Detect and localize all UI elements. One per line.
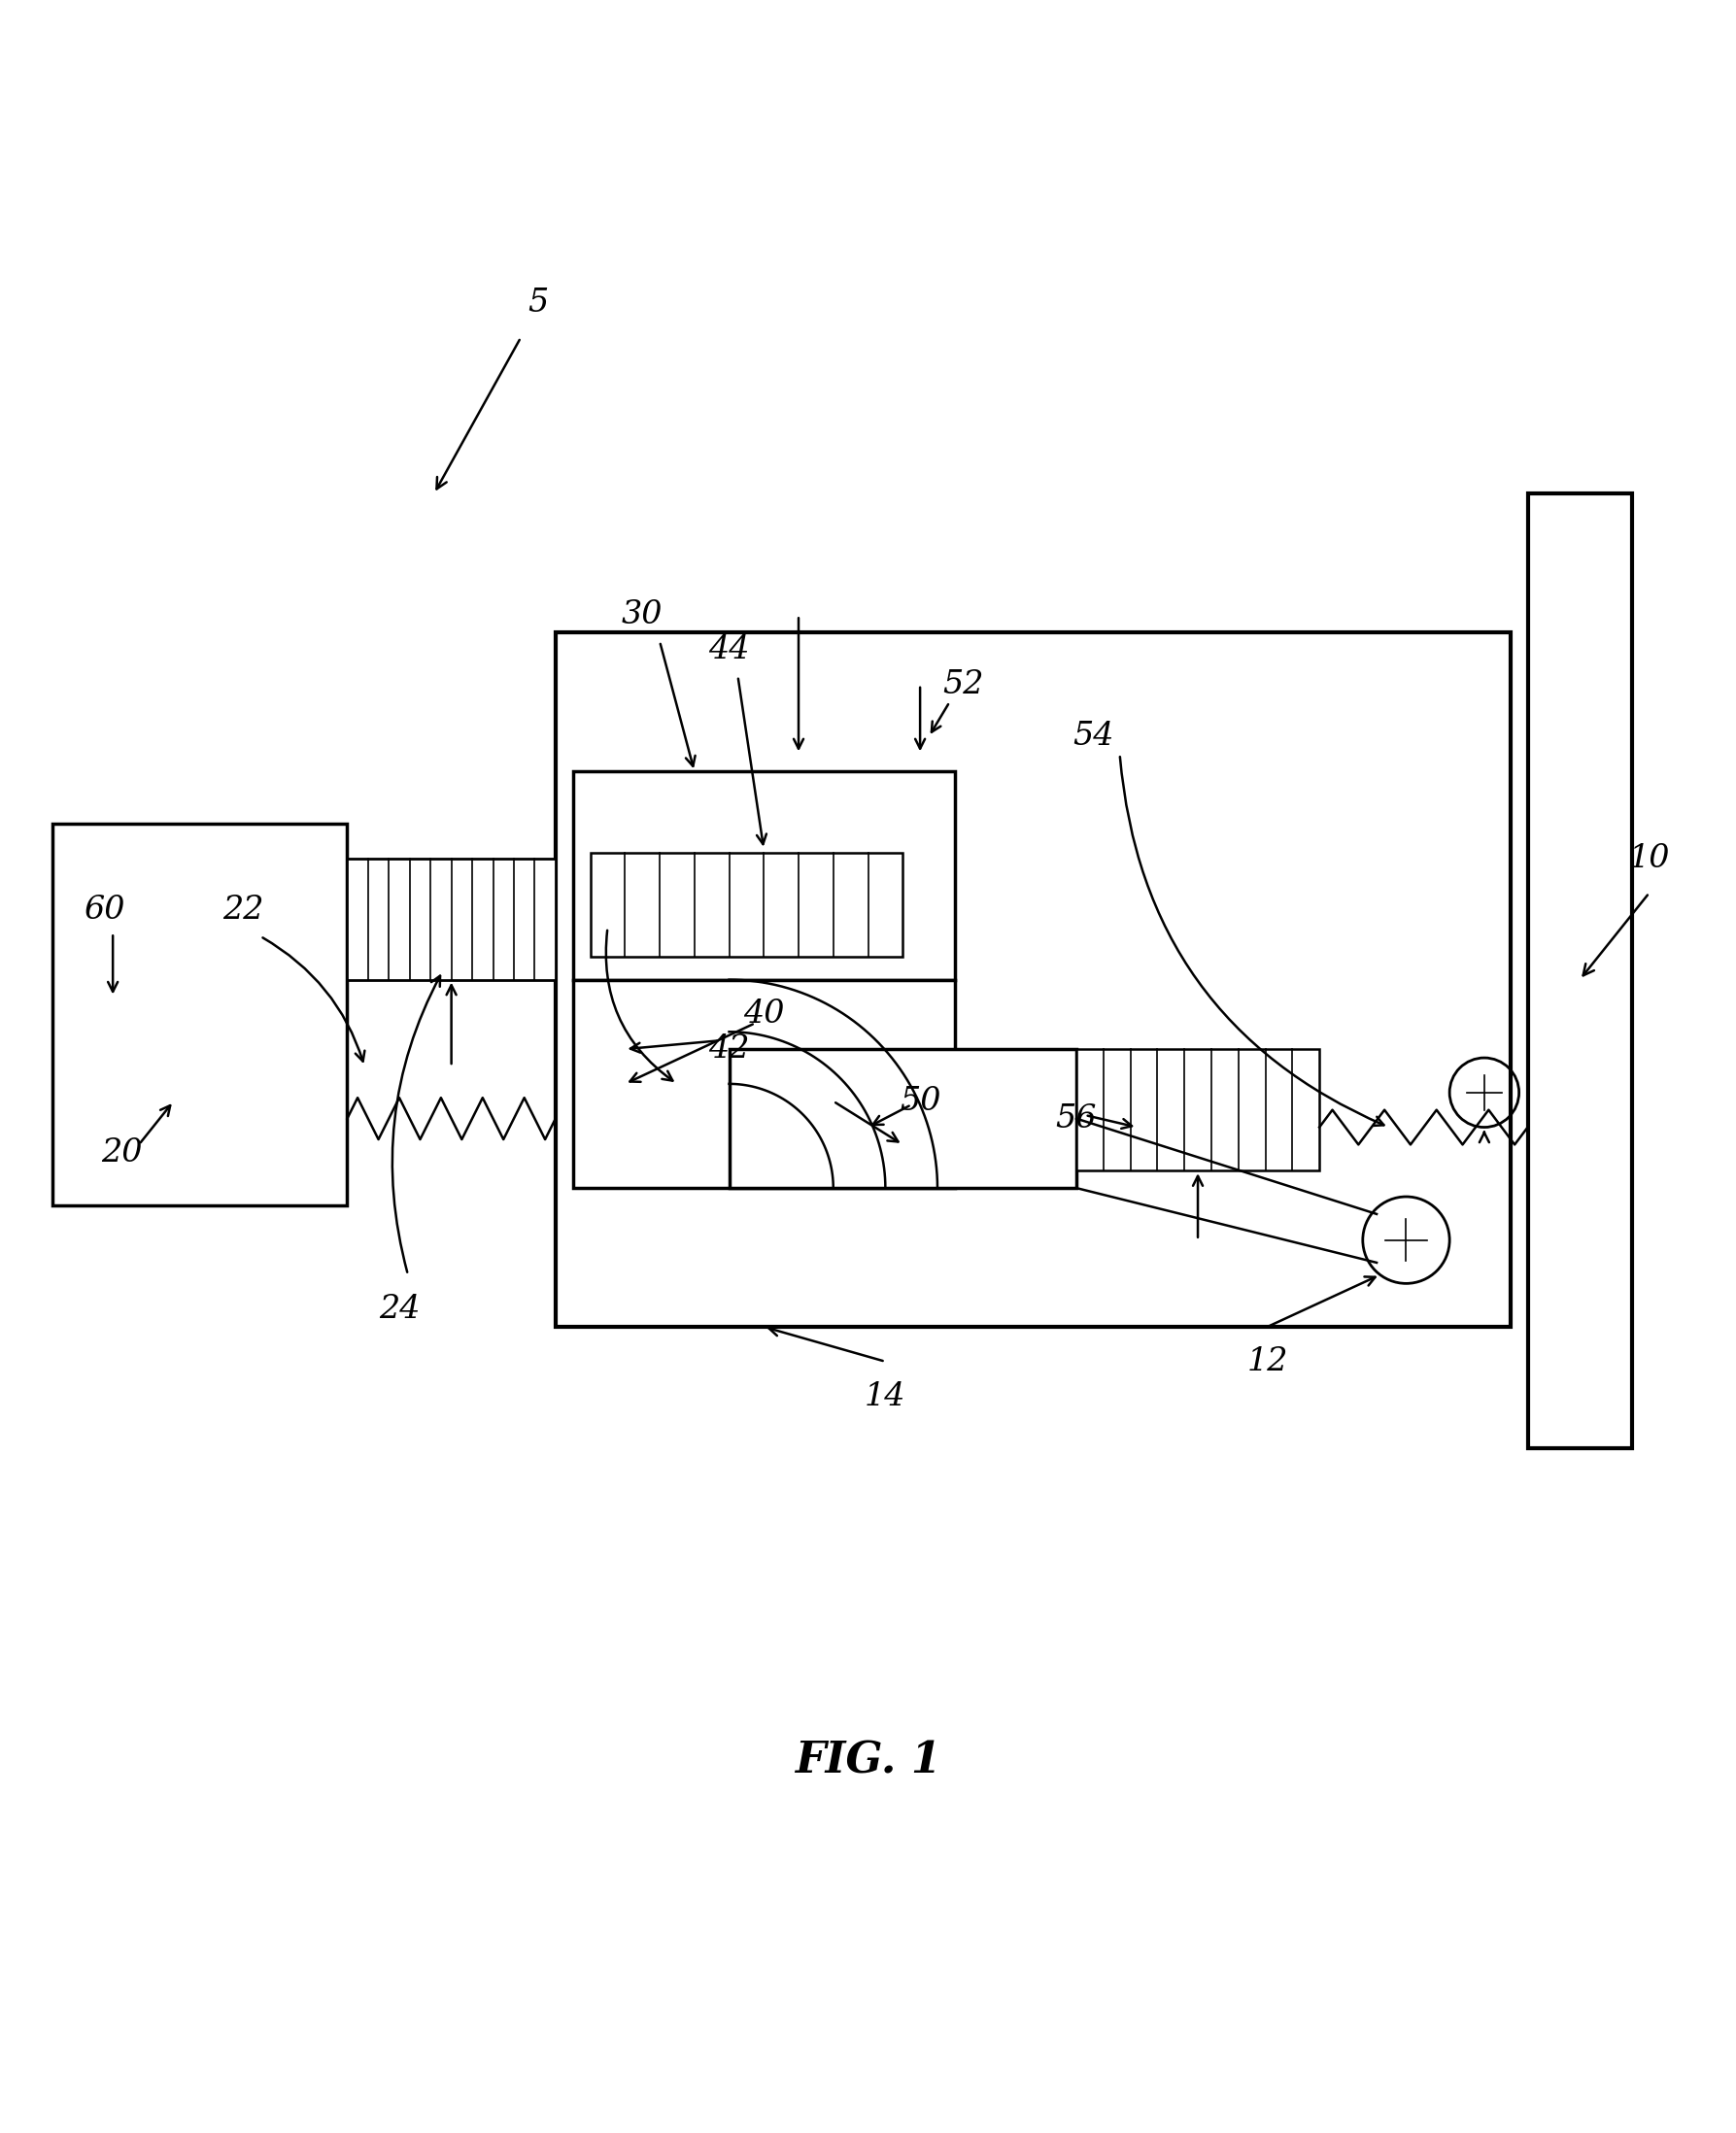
Text: 20: 20 <box>101 1137 142 1169</box>
Text: 10: 10 <box>1628 843 1670 875</box>
Bar <box>556 634 1510 1327</box>
Bar <box>573 979 955 1188</box>
Text: 24: 24 <box>378 1295 420 1325</box>
Bar <box>52 823 347 1205</box>
Bar <box>729 1049 1076 1188</box>
Text: 60: 60 <box>83 894 125 926</box>
Text: 30: 30 <box>621 599 663 631</box>
Text: 56: 56 <box>1055 1103 1097 1135</box>
Text: FIG. 1: FIG. 1 <box>795 1741 941 1781</box>
Text: 52: 52 <box>943 670 984 700</box>
Text: 40: 40 <box>743 998 785 1030</box>
Bar <box>347 857 556 979</box>
Text: 54: 54 <box>1073 721 1115 753</box>
Text: 12: 12 <box>1246 1346 1288 1378</box>
Text: 42: 42 <box>708 1035 750 1064</box>
Text: 50: 50 <box>899 1086 941 1118</box>
Text: 22: 22 <box>222 894 264 926</box>
Text: 44: 44 <box>708 634 750 665</box>
Bar <box>1076 1049 1319 1171</box>
Bar <box>590 853 903 958</box>
Bar <box>573 772 955 979</box>
Text: 14: 14 <box>865 1380 906 1412</box>
Text: 5: 5 <box>528 288 549 318</box>
Bar <box>1528 493 1632 1448</box>
